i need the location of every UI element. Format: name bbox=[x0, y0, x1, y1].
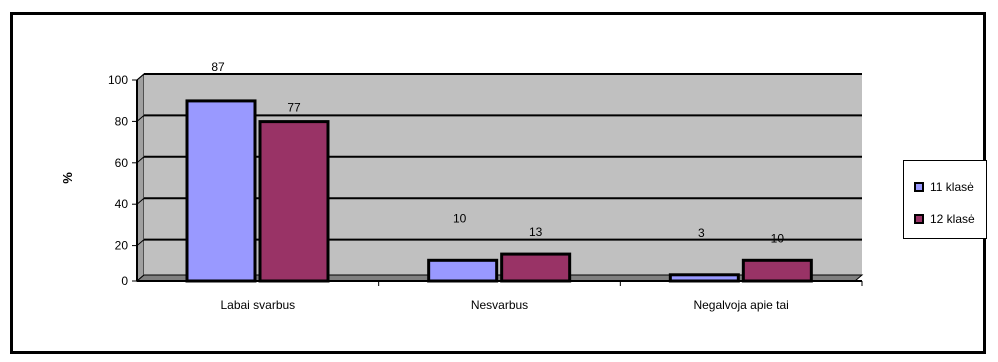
data-label: 77 bbox=[287, 101, 301, 115]
legend-item-series-2: 12 klasė bbox=[914, 211, 975, 227]
data-label: 3 bbox=[698, 226, 705, 240]
legend: 11 klasė 12 klasė bbox=[903, 160, 987, 239]
gridline-diag bbox=[136, 239, 145, 246]
legend-label-series-2: 12 klasė bbox=[930, 212, 975, 226]
y-tick-label: 100 bbox=[108, 73, 128, 87]
data-label: 10 bbox=[771, 231, 785, 245]
plot-side-wall bbox=[136, 72, 145, 283]
y-tick-label: 80 bbox=[115, 114, 129, 128]
legend-swatch-series-2 bbox=[914, 214, 924, 224]
bar bbox=[258, 120, 330, 283]
data-label: 87 bbox=[211, 60, 225, 74]
y-axis-label: % bbox=[60, 172, 75, 184]
legend-label-series-1: 11 klasė bbox=[930, 180, 974, 194]
gridline-diag bbox=[136, 156, 145, 164]
y-tick-label: 0 bbox=[121, 274, 128, 288]
y-tick-label: 60 bbox=[115, 156, 129, 170]
bar bbox=[427, 258, 499, 283]
x-tick-label: Nesvarbus bbox=[471, 298, 528, 312]
legend-swatch-series-1 bbox=[914, 182, 924, 192]
gridline-diag bbox=[136, 197, 145, 205]
legend-item-series-1: 11 klasė bbox=[914, 179, 974, 195]
bar bbox=[741, 258, 813, 283]
data-label: 13 bbox=[529, 225, 543, 239]
data-label: 10 bbox=[453, 211, 467, 225]
gridline-diag bbox=[136, 73, 145, 81]
bar bbox=[185, 99, 257, 283]
gridline-diag bbox=[136, 115, 145, 122]
bar bbox=[668, 273, 740, 283]
bar bbox=[500, 252, 572, 283]
y-tick-label: 40 bbox=[115, 197, 129, 211]
x-tick-label: Negalvoja apie tai bbox=[693, 298, 788, 312]
y-tick-label: 20 bbox=[115, 239, 129, 253]
x-tick-label: Labai svarbus bbox=[220, 298, 295, 312]
